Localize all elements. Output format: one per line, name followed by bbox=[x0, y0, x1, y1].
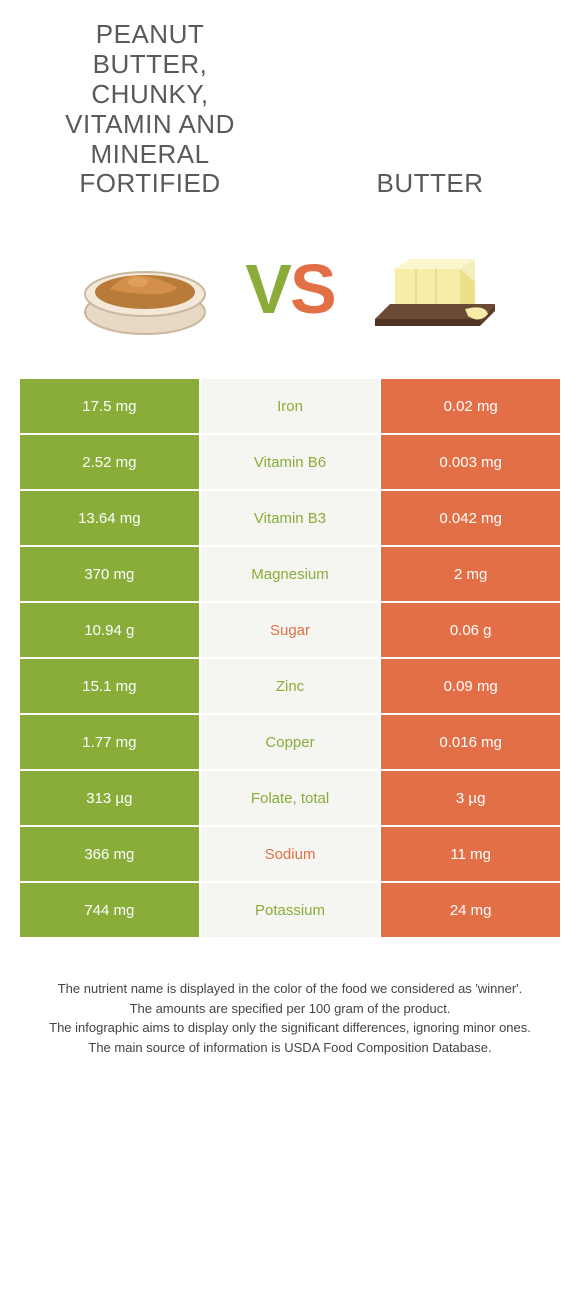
header: Peanut Butter, Chunky, Vitamin and Miner… bbox=[0, 0, 580, 209]
right-value: 3 µg bbox=[379, 771, 560, 825]
butter-icon bbox=[355, 229, 515, 349]
right-food-title: Butter bbox=[320, 169, 540, 199]
left-value: 13.64 mg bbox=[20, 491, 201, 545]
table-row: 313 µgFolate, total3 µg bbox=[20, 771, 560, 827]
nutrient-name: Vitamin B6 bbox=[201, 435, 380, 489]
nutrient-name: Vitamin B3 bbox=[201, 491, 380, 545]
left-value: 366 mg bbox=[20, 827, 201, 881]
vs-label: VS bbox=[245, 249, 334, 329]
footer-line: The amounts are specified per 100 gram o… bbox=[20, 999, 560, 1019]
image-row: VS bbox=[0, 209, 580, 379]
left-value: 744 mg bbox=[20, 883, 201, 937]
table-row: 10.94 gSugar0.06 g bbox=[20, 603, 560, 659]
left-value: 1.77 mg bbox=[20, 715, 201, 769]
right-value: 0.003 mg bbox=[379, 435, 560, 489]
right-value: 0.042 mg bbox=[379, 491, 560, 545]
right-value: 0.06 g bbox=[379, 603, 560, 657]
table-row: 2.52 mgVitamin B60.003 mg bbox=[20, 435, 560, 491]
table-row: 15.1 mgZinc0.09 mg bbox=[20, 659, 560, 715]
left-value: 17.5 mg bbox=[20, 379, 201, 433]
table-row: 1.77 mgCopper0.016 mg bbox=[20, 715, 560, 771]
left-value: 313 µg bbox=[20, 771, 201, 825]
table-row: 13.64 mgVitamin B30.042 mg bbox=[20, 491, 560, 547]
nutrient-name: Folate, total bbox=[201, 771, 380, 825]
peanut-butter-icon bbox=[65, 229, 225, 349]
nutrient-name: Zinc bbox=[201, 659, 380, 713]
nutrient-name: Potassium bbox=[201, 883, 380, 937]
nutrient-name: Sodium bbox=[201, 827, 380, 881]
vs-v: V bbox=[245, 249, 290, 329]
table-row: 366 mgSodium11 mg bbox=[20, 827, 560, 883]
nutrient-name: Iron bbox=[201, 379, 380, 433]
table-row: 370 mgMagnesium2 mg bbox=[20, 547, 560, 603]
left-value: 2.52 mg bbox=[20, 435, 201, 489]
left-food-title: Peanut Butter, Chunky, Vitamin and Miner… bbox=[40, 20, 260, 199]
nutrient-name: Copper bbox=[201, 715, 380, 769]
right-value: 0.09 mg bbox=[379, 659, 560, 713]
left-value: 10.94 g bbox=[20, 603, 201, 657]
nutrient-name: Sugar bbox=[201, 603, 380, 657]
footer-notes: The nutrient name is displayed in the co… bbox=[0, 939, 580, 1077]
right-value: 0.02 mg bbox=[379, 379, 560, 433]
left-value: 15.1 mg bbox=[20, 659, 201, 713]
footer-line: The nutrient name is displayed in the co… bbox=[20, 979, 560, 999]
footer-line: The main source of information is USDA F… bbox=[20, 1038, 560, 1058]
right-value: 0.016 mg bbox=[379, 715, 560, 769]
table-row: 17.5 mgIron0.02 mg bbox=[20, 379, 560, 435]
right-value: 2 mg bbox=[379, 547, 560, 601]
comparison-table: 17.5 mgIron0.02 mg2.52 mgVitamin B60.003… bbox=[20, 379, 560, 939]
right-value: 24 mg bbox=[379, 883, 560, 937]
footer-line: The infographic aims to display only the… bbox=[20, 1018, 560, 1038]
left-value: 370 mg bbox=[20, 547, 201, 601]
vs-s: S bbox=[290, 249, 335, 329]
table-row: 744 mgPotassium24 mg bbox=[20, 883, 560, 939]
right-value: 11 mg bbox=[379, 827, 560, 881]
nutrient-name: Magnesium bbox=[201, 547, 380, 601]
